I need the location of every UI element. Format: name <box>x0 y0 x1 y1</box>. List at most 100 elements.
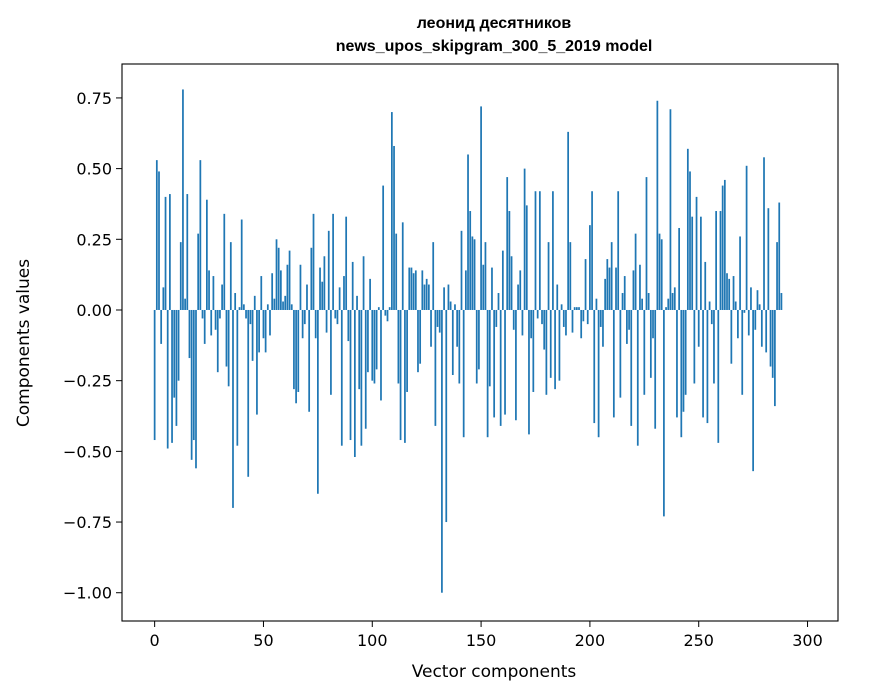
bar-10 <box>175 309 178 426</box>
bar-9 <box>173 309 176 398</box>
y-tick-label: −1.00 <box>63 584 112 603</box>
bar-105 <box>382 185 385 310</box>
bar-131 <box>438 309 441 333</box>
y-tick-label: 0.50 <box>76 160 112 179</box>
bar-142 <box>462 309 465 438</box>
bar-120 <box>414 270 417 310</box>
bar-111 <box>395 233 398 310</box>
bar-21 <box>199 160 202 310</box>
x-axis-ticks: 0 50 100 150 200 250 300 <box>150 621 823 650</box>
bar-260 <box>719 211 722 310</box>
bar-62 <box>288 250 291 310</box>
bar-155 <box>491 267 493 310</box>
bar-180 <box>545 309 548 395</box>
bar-267 <box>734 301 737 310</box>
bar-31 <box>221 284 223 310</box>
bar-14 <box>184 298 186 310</box>
bar-165 <box>512 309 515 330</box>
bar-153 <box>486 309 489 438</box>
bar-112 <box>397 309 400 384</box>
bar-40 <box>240 219 243 310</box>
bar-190 <box>567 131 570 310</box>
bar-97 <box>364 309 367 429</box>
bar-251 <box>700 216 702 310</box>
bar-139 <box>456 309 459 347</box>
y-tick-label: −0.50 <box>63 442 112 461</box>
bar-6 <box>166 309 169 449</box>
bar-98 <box>367 309 369 373</box>
bar-76 <box>319 267 321 310</box>
bar-189 <box>565 309 567 336</box>
bar-224 <box>641 298 643 310</box>
chart-title: леонид десятников <box>417 15 572 32</box>
bar-194 <box>575 307 578 310</box>
bar-245 <box>686 148 689 310</box>
bar-205 <box>599 309 602 327</box>
x-axis-label: Vector components <box>412 662 577 682</box>
bar-30 <box>219 309 221 319</box>
bar-250 <box>697 309 700 347</box>
bar-101 <box>373 309 376 384</box>
bar-275 <box>752 309 754 472</box>
bar-85 <box>338 287 341 310</box>
bar-208 <box>606 259 609 310</box>
bar-167 <box>517 284 519 310</box>
bar-75 <box>317 309 319 494</box>
bar-187 <box>560 304 563 310</box>
bar-166 <box>515 309 517 421</box>
bar-129 <box>434 309 437 426</box>
bar-173 <box>530 309 533 339</box>
bar-46 <box>253 295 256 310</box>
bar-113 <box>399 309 402 441</box>
bar-135 <box>447 284 450 310</box>
bar-32 <box>223 213 226 310</box>
bar-108 <box>388 307 391 310</box>
bar-242 <box>680 309 683 438</box>
bar-174 <box>532 309 535 392</box>
bar-254 <box>706 309 709 424</box>
bar-170 <box>523 168 526 310</box>
bar-223 <box>639 264 641 310</box>
bar-146 <box>471 236 474 310</box>
bar-79 <box>325 309 328 333</box>
bar-53 <box>269 309 271 336</box>
bar-147 <box>473 239 476 310</box>
bar-36 <box>232 309 234 508</box>
bar-89 <box>347 309 350 342</box>
bar-160 <box>501 250 504 310</box>
bar-236 <box>667 298 670 310</box>
bar-23 <box>203 309 206 344</box>
bar-8 <box>171 309 173 443</box>
bar-51 <box>264 309 267 353</box>
bar-72 <box>310 247 313 310</box>
bar-34 <box>227 309 230 387</box>
bar-4 <box>162 287 165 310</box>
bar-54 <box>271 273 274 310</box>
bar-0 <box>153 309 156 441</box>
x-tick-label: 250 <box>683 631 714 650</box>
bar-20 <box>197 233 200 310</box>
bar-127 <box>430 309 432 347</box>
bar-150 <box>480 106 482 310</box>
bar-96 <box>362 256 365 310</box>
bar-128 <box>432 242 435 310</box>
bar-176 <box>536 309 539 319</box>
bar-268 <box>737 309 739 339</box>
bar-282 <box>767 208 770 310</box>
bar-60 <box>284 295 287 310</box>
bar-266 <box>732 276 735 310</box>
bar-13 <box>182 89 184 310</box>
bar-123 <box>421 270 424 310</box>
bar-137 <box>451 309 454 376</box>
bar-279 <box>760 309 763 347</box>
bar-143 <box>464 270 467 310</box>
bar-104 <box>380 309 382 401</box>
bar-199 <box>586 309 589 325</box>
bar-241 <box>678 227 680 310</box>
bar-184 <box>554 309 556 390</box>
bar-58 <box>280 270 282 310</box>
bar-159 <box>499 309 502 426</box>
bar-233 <box>660 239 663 310</box>
bar-257 <box>713 309 715 384</box>
bar-200 <box>589 225 591 310</box>
